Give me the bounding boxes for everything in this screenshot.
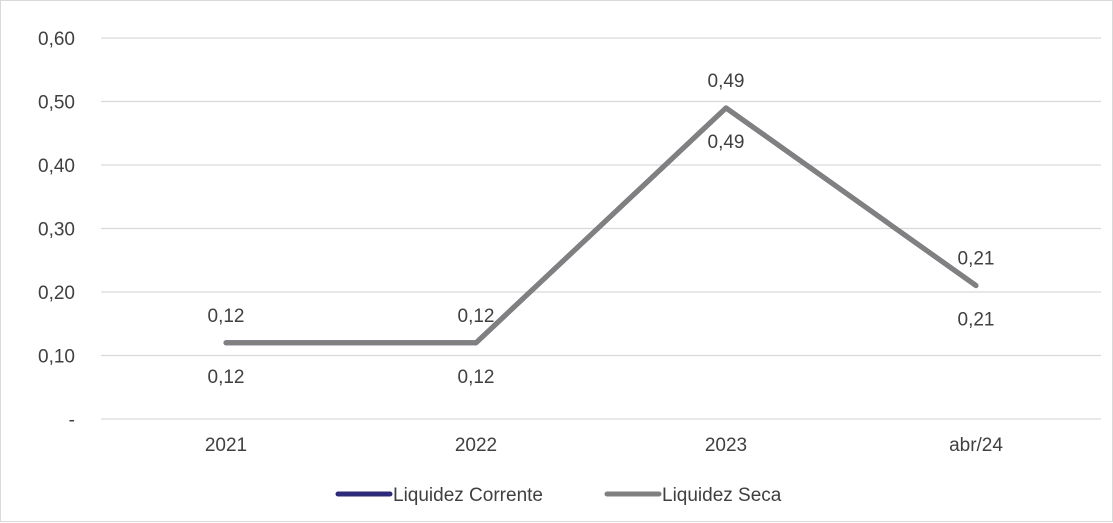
- data-label: 0,12: [208, 306, 245, 327]
- data-label: 0,12: [208, 367, 245, 388]
- x-tick-label: 2023: [705, 435, 747, 456]
- x-tick-label: 2021: [205, 435, 247, 456]
- data-label: 0,12: [458, 306, 495, 327]
- y-tick-label: 0,30: [38, 220, 75, 241]
- data-label: 0,49: [708, 71, 745, 92]
- series-line-2: [223, 105, 979, 346]
- series-lines: [223, 105, 979, 346]
- data-label: 0,21: [958, 249, 995, 270]
- legend-label: Liquidez Corrente: [393, 485, 543, 506]
- gridlines: [101, 37, 1101, 420]
- data-label: 0,49: [708, 132, 745, 153]
- legend: Liquidez Corrente Liquidez Seca: [335, 485, 782, 506]
- y-tick-label: 0,60: [38, 29, 75, 50]
- y-tick-label: 0,50: [38, 93, 75, 114]
- data-labels: 0,12 0,12 0,49 0,21 0,12 0,12 0,49 0,21: [208, 71, 995, 388]
- data-label: 0,12: [458, 367, 495, 388]
- y-tick-label: 0,10: [38, 347, 75, 368]
- data-label: 0,21: [958, 310, 995, 331]
- legend-label: Liquidez Seca: [662, 485, 782, 506]
- y-tick-label: 0,20: [38, 283, 75, 304]
- x-tick-label: abr/24: [949, 435, 1003, 456]
- x-axis-tick-labels: 2021 2022 2023 abr/24: [205, 435, 1004, 456]
- y-tick-label: -: [69, 410, 75, 431]
- y-axis-tick-labels: - 0,10 0,20 0,30 0,40 0,50 0,60: [38, 29, 75, 431]
- x-tick-label: 2022: [455, 435, 497, 456]
- y-tick-label: 0,40: [38, 156, 75, 177]
